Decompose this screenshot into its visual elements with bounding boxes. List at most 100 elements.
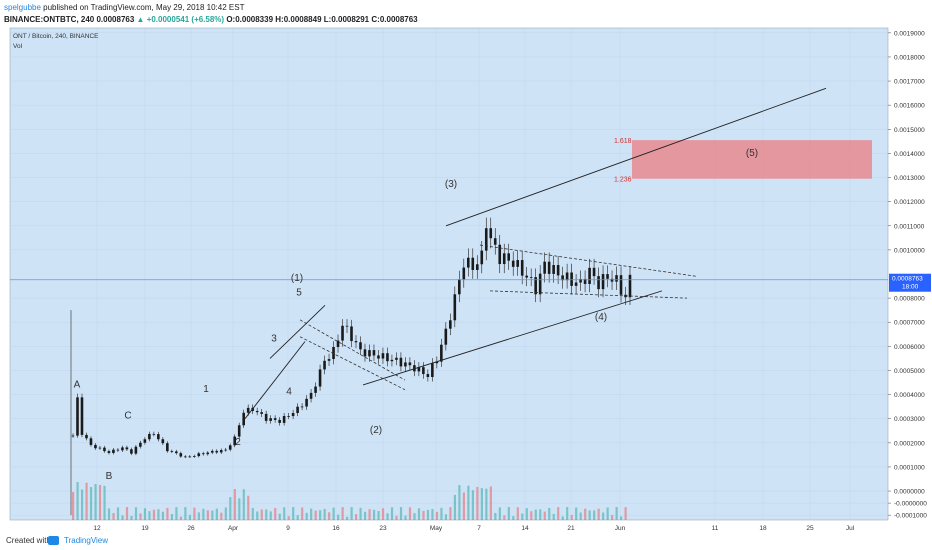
candle-body — [206, 452, 210, 455]
volume-bar — [143, 508, 147, 520]
y-tick-label: 0.0006000 — [894, 344, 925, 351]
volume-bar — [372, 509, 376, 520]
volume-bar — [507, 507, 510, 520]
volume-bar — [354, 514, 358, 520]
volume-bar — [157, 509, 160, 520]
price-chart[interactable]: 0.0019000 0.0018000 0.0017000 0.0016000 0.00… — [0, 26, 932, 532]
wave-label: A — [74, 379, 81, 390]
volume-bar — [399, 507, 403, 520]
volume-bar — [435, 511, 439, 520]
volume-bar — [134, 507, 138, 520]
candle-body — [583, 278, 587, 284]
volume-bar — [166, 507, 169, 520]
candle-body — [413, 365, 416, 372]
volume-bar — [386, 513, 389, 520]
publisher-text: published on TradingView.com, May 29, 20… — [40, 3, 245, 12]
y-tick-label: -0.0001000 — [894, 513, 927, 520]
volume-bar — [274, 508, 277, 520]
x-tick-label: 19 — [141, 525, 149, 532]
volume-bar — [287, 516, 290, 520]
candle-body — [547, 261, 551, 274]
candle-body — [80, 397, 84, 435]
candle-body — [386, 353, 389, 362]
candle-body — [152, 433, 156, 435]
candle-body — [246, 407, 250, 413]
candle-body — [538, 273, 542, 295]
candle-body — [296, 406, 299, 413]
volume-bar — [301, 507, 304, 520]
publisher-user-link[interactable]: spelgubbe — [4, 3, 41, 12]
volume-bar — [229, 497, 232, 520]
price-change: +0.0000541 (+6.58%) — [146, 15, 225, 24]
volume-bar — [462, 492, 465, 520]
current-price-value: 0.0008763 — [892, 276, 923, 283]
y-tick-label: 0.0017000 — [894, 79, 925, 86]
wave-label: 4 — [286, 387, 292, 398]
volume-bar — [202, 508, 205, 520]
volume-bar — [602, 512, 605, 520]
candle-body — [224, 449, 228, 451]
volume-bar — [458, 485, 461, 520]
candle-body — [610, 278, 614, 282]
volume-bar — [404, 515, 407, 520]
volume-bar — [350, 507, 353, 520]
volume-bar — [620, 516, 623, 520]
volume-bar — [337, 514, 340, 520]
volume-bar — [584, 508, 587, 520]
publisher-line: spelgubbe published on TradingView.com, … — [4, 3, 244, 12]
volume-bar — [170, 514, 174, 520]
volume-bar — [103, 485, 106, 520]
y-tick-label: -0.0000000 — [894, 501, 927, 508]
volume-bar — [121, 515, 124, 520]
x-tick-label: 23 — [379, 525, 387, 532]
symbol-label: BINANCE:ONTBTC, 240 — [4, 15, 95, 24]
x-tick-label: 25 — [806, 525, 814, 532]
volume-bar — [139, 513, 142, 520]
candle-body — [363, 349, 367, 357]
chart-area[interactable]: 0.0019000 0.0018000 0.0017000 0.0016000 0.00… — [0, 26, 932, 532]
volume-bar — [193, 507, 196, 520]
x-tick-label: Apr — [228, 525, 239, 532]
candle-body — [399, 357, 403, 367]
wave-label: B — [106, 471, 113, 482]
candle-body — [525, 275, 528, 278]
candle-body — [502, 253, 506, 265]
y-tick-label: 0.0011000 — [894, 223, 925, 230]
wave-label: 2 — [235, 437, 241, 448]
candle-body — [76, 397, 79, 436]
candle-body — [332, 347, 335, 360]
candle-body — [318, 369, 322, 387]
candle-body — [381, 353, 385, 359]
volume-bar — [390, 507, 394, 520]
volume-bar — [314, 510, 317, 520]
candle-body — [291, 412, 295, 417]
chart-header: spelgubbe published on TradingView.com, … — [0, 0, 932, 26]
candle-body — [484, 228, 488, 251]
candle-body — [516, 260, 520, 267]
tradingview-brand-link[interactable]: TradingView — [64, 536, 109, 545]
volume-bar — [539, 509, 542, 520]
volume-bar — [440, 507, 443, 520]
volume-bar — [197, 512, 200, 520]
candle-body — [498, 244, 502, 265]
x-tick-label: 26 — [187, 525, 195, 532]
candle-body — [350, 326, 353, 342]
fib-level-label: 1.618 — [614, 138, 632, 145]
candle-body — [305, 398, 308, 407]
tradingview-logo-icon — [48, 536, 59, 545]
current-price-tag — [889, 273, 931, 292]
candle-body — [475, 264, 479, 270]
last-price: 0.0008763 — [96, 15, 135, 24]
volume-bar — [346, 516, 349, 520]
volume-bar — [332, 507, 335, 520]
volume-bar — [256, 511, 259, 520]
volume-bar — [233, 489, 236, 520]
candle-body — [219, 450, 223, 453]
volume-bar — [516, 507, 519, 520]
volume-bar — [184, 507, 187, 520]
volume-bar — [238, 498, 241, 520]
volume-bar — [561, 516, 564, 520]
volume-bar — [485, 488, 488, 520]
volume-bar — [408, 507, 412, 520]
candle-body — [534, 277, 537, 295]
